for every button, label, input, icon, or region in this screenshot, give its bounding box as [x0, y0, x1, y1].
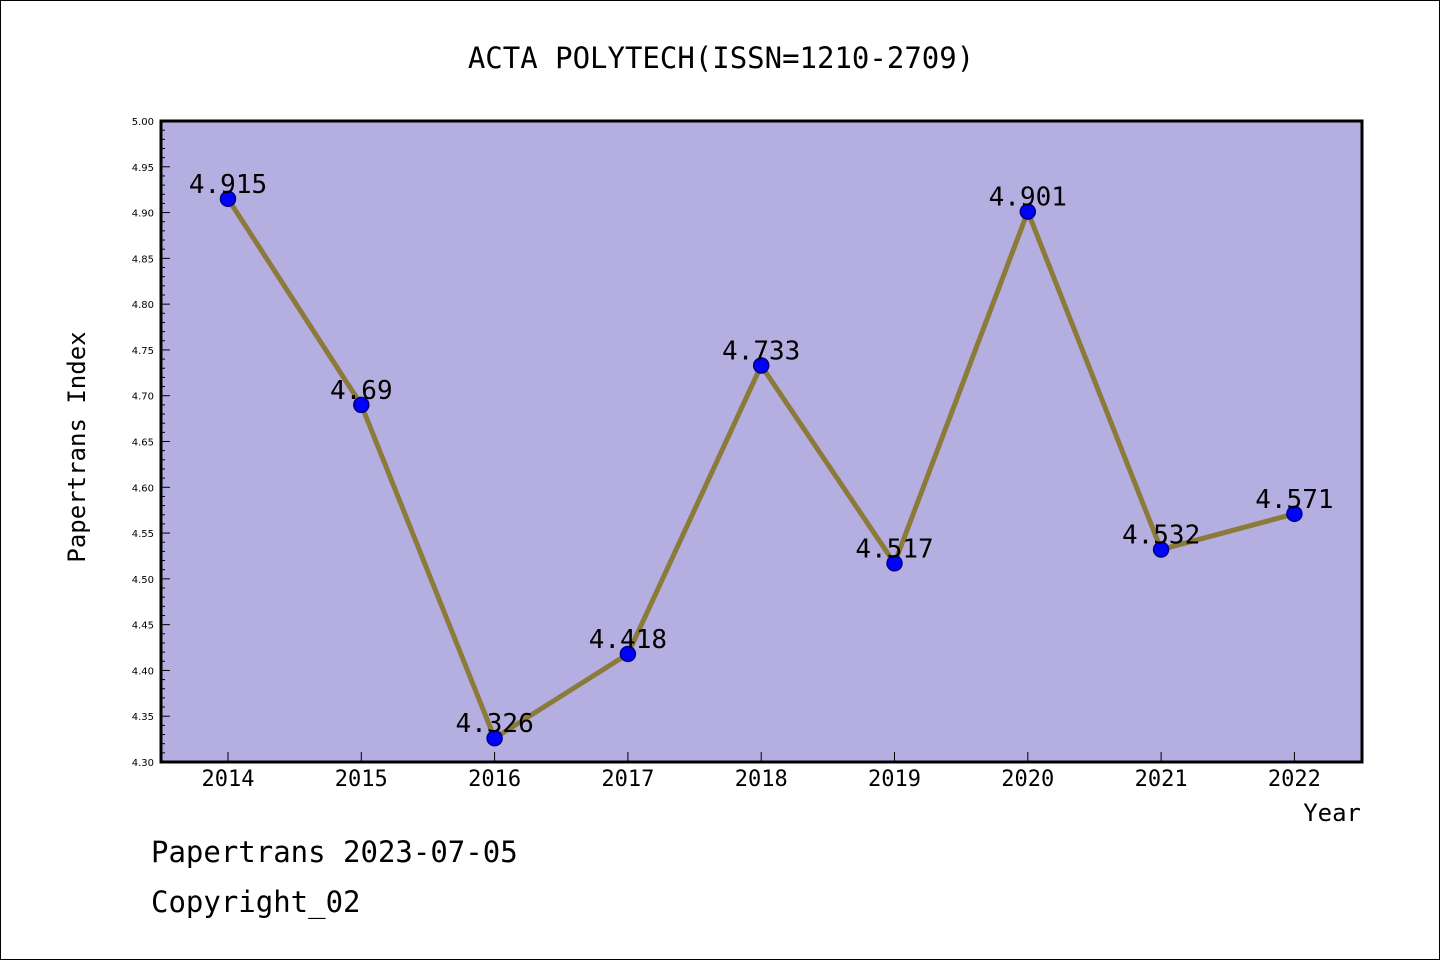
y-tick-label: 4.60	[132, 483, 154, 494]
y-tick-label: 4.40	[132, 666, 154, 677]
y-tick-label: 4.80	[132, 300, 154, 311]
y-tick-label: 4.65	[132, 438, 154, 449]
data-label: 4.733	[722, 336, 800, 366]
footer-date: Papertrans 2023-07-05	[151, 835, 518, 869]
data-label: 4.571	[1255, 485, 1333, 515]
data-label: 4.915	[189, 170, 267, 200]
x-tick-label: 2016	[468, 767, 521, 792]
data-labels: 4.915 4.69 4.326 4.418 4.733 4.517 4.901 4.532 4…	[189, 170, 1334, 739]
y-tick-label: 4.70	[132, 392, 154, 403]
data-point	[486, 729, 503, 747]
x-axis: 2014 2015 2016 2017 2018 2019 2020 2021 2022	[202, 752, 1321, 792]
y-tick-label: 4.55	[132, 529, 154, 540]
data-label: 4.418	[589, 625, 667, 655]
y-tick-label: 4.35	[132, 712, 154, 723]
footer-copyright: Copyright_02	[151, 885, 361, 919]
x-tick-label: 2018	[735, 767, 788, 792]
x-tick-label: 2021	[1135, 767, 1188, 792]
data-label: 4.517	[855, 534, 933, 564]
data-point	[752, 357, 770, 374]
y-tick-label: 4.50	[132, 575, 154, 586]
data-label: 4.901	[989, 183, 1067, 213]
x-tick-label: 2014	[202, 767, 255, 792]
y-tick-label: 4.95	[132, 163, 154, 174]
plot-area	[159, 119, 1364, 764]
x-tick-label: 2019	[868, 767, 921, 792]
data-point	[619, 645, 637, 663]
data-point	[1286, 505, 1303, 523]
y-tick-label: 5.00	[132, 117, 154, 128]
data-markers	[219, 190, 1303, 747]
data-point	[1019, 203, 1037, 220]
x-tick-label: 2015	[335, 767, 388, 792]
data-point	[886, 555, 903, 572]
y-tick-label: 4.45	[132, 621, 154, 632]
x-tick-label: 2017	[601, 767, 654, 792]
y-tick-label: 4.90	[132, 209, 154, 220]
data-point	[1152, 541, 1170, 558]
data-label: 4.69	[330, 376, 393, 406]
y-tick-label: 4.85	[132, 254, 154, 265]
x-tick-label: 2022	[1268, 767, 1321, 792]
x-axis-label: Year	[1303, 799, 1361, 827]
y-tick-label: 4.75	[132, 346, 154, 357]
data-label: 4.532	[1122, 521, 1200, 551]
x-tick-label: 2020	[1001, 767, 1054, 792]
chart-title: ACTA POLYTECH(ISSN=1210-2709)	[468, 41, 974, 75]
y-axis: 4.30 4.35 4.40 4.45 4.50 4.55 4.60 4.65 4.70 4.75…	[132, 117, 170, 769]
data-point	[219, 190, 237, 208]
y-axis-label: Papertrans Index	[63, 331, 91, 562]
data-point	[353, 396, 370, 414]
data-label: 4.326	[455, 709, 533, 739]
y-tick-label: 4.30	[132, 758, 154, 769]
